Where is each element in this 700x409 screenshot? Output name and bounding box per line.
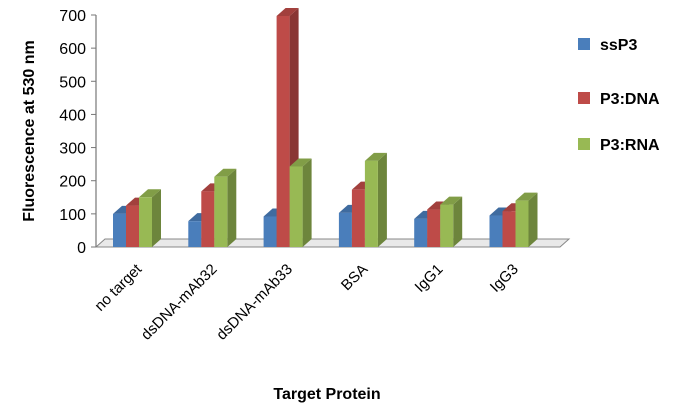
bar-P3:RNA-IgG3 (515, 192, 538, 247)
y-axis-title: Fluorescence at 530 nm (21, 40, 38, 221)
y-tick-label: 400 (59, 107, 86, 124)
legend-swatch-ssP3 (578, 38, 590, 50)
x-category-label: BSA (338, 261, 371, 294)
legend-label-P3:DNA: P3:DNA (600, 91, 660, 108)
x-category-label: dsDNA-mAb33 (213, 261, 296, 344)
bar-P3:RNA-IgG1 (440, 196, 463, 247)
x-axis-title: Target Protein (273, 386, 380, 403)
legend-label-P3:RNA: P3:RNA (600, 137, 660, 154)
y-tick-label: 100 (59, 207, 86, 224)
x-category-label: dsDNA-mAb32 (138, 261, 221, 344)
legend-swatch-P3:DNA (578, 92, 590, 104)
y-tick-label: 500 (59, 74, 86, 91)
x-category-label: IgG3 (487, 261, 522, 296)
y-tick-label: 0 (77, 240, 86, 257)
bar-P3:RNA-no target (139, 189, 161, 247)
y-axis-ticks: 0 100 200 300 400 500 600 700 (59, 8, 96, 257)
bar-series (113, 7, 538, 247)
bar-P3:RNA-dsDNA-mAb32 (214, 168, 237, 247)
legend-label-ssP3: ssP3 (600, 37, 637, 54)
y-tick-label: 300 (59, 141, 86, 158)
x-category-label: IgG1 (412, 261, 447, 296)
legend: ssP3 P3:DNA P3:RNA (578, 37, 660, 154)
y-tick-label: 200 (59, 174, 86, 191)
legend-swatch-P3:RNA (578, 138, 590, 150)
bar-P3:RNA-BSA (364, 152, 387, 247)
y-tick-label: 700 (59, 8, 86, 25)
bar-P3:RNA-dsDNA-mAb33 (289, 158, 312, 247)
y-tick-label: 600 (59, 41, 86, 58)
x-category-label: no target (91, 260, 145, 314)
